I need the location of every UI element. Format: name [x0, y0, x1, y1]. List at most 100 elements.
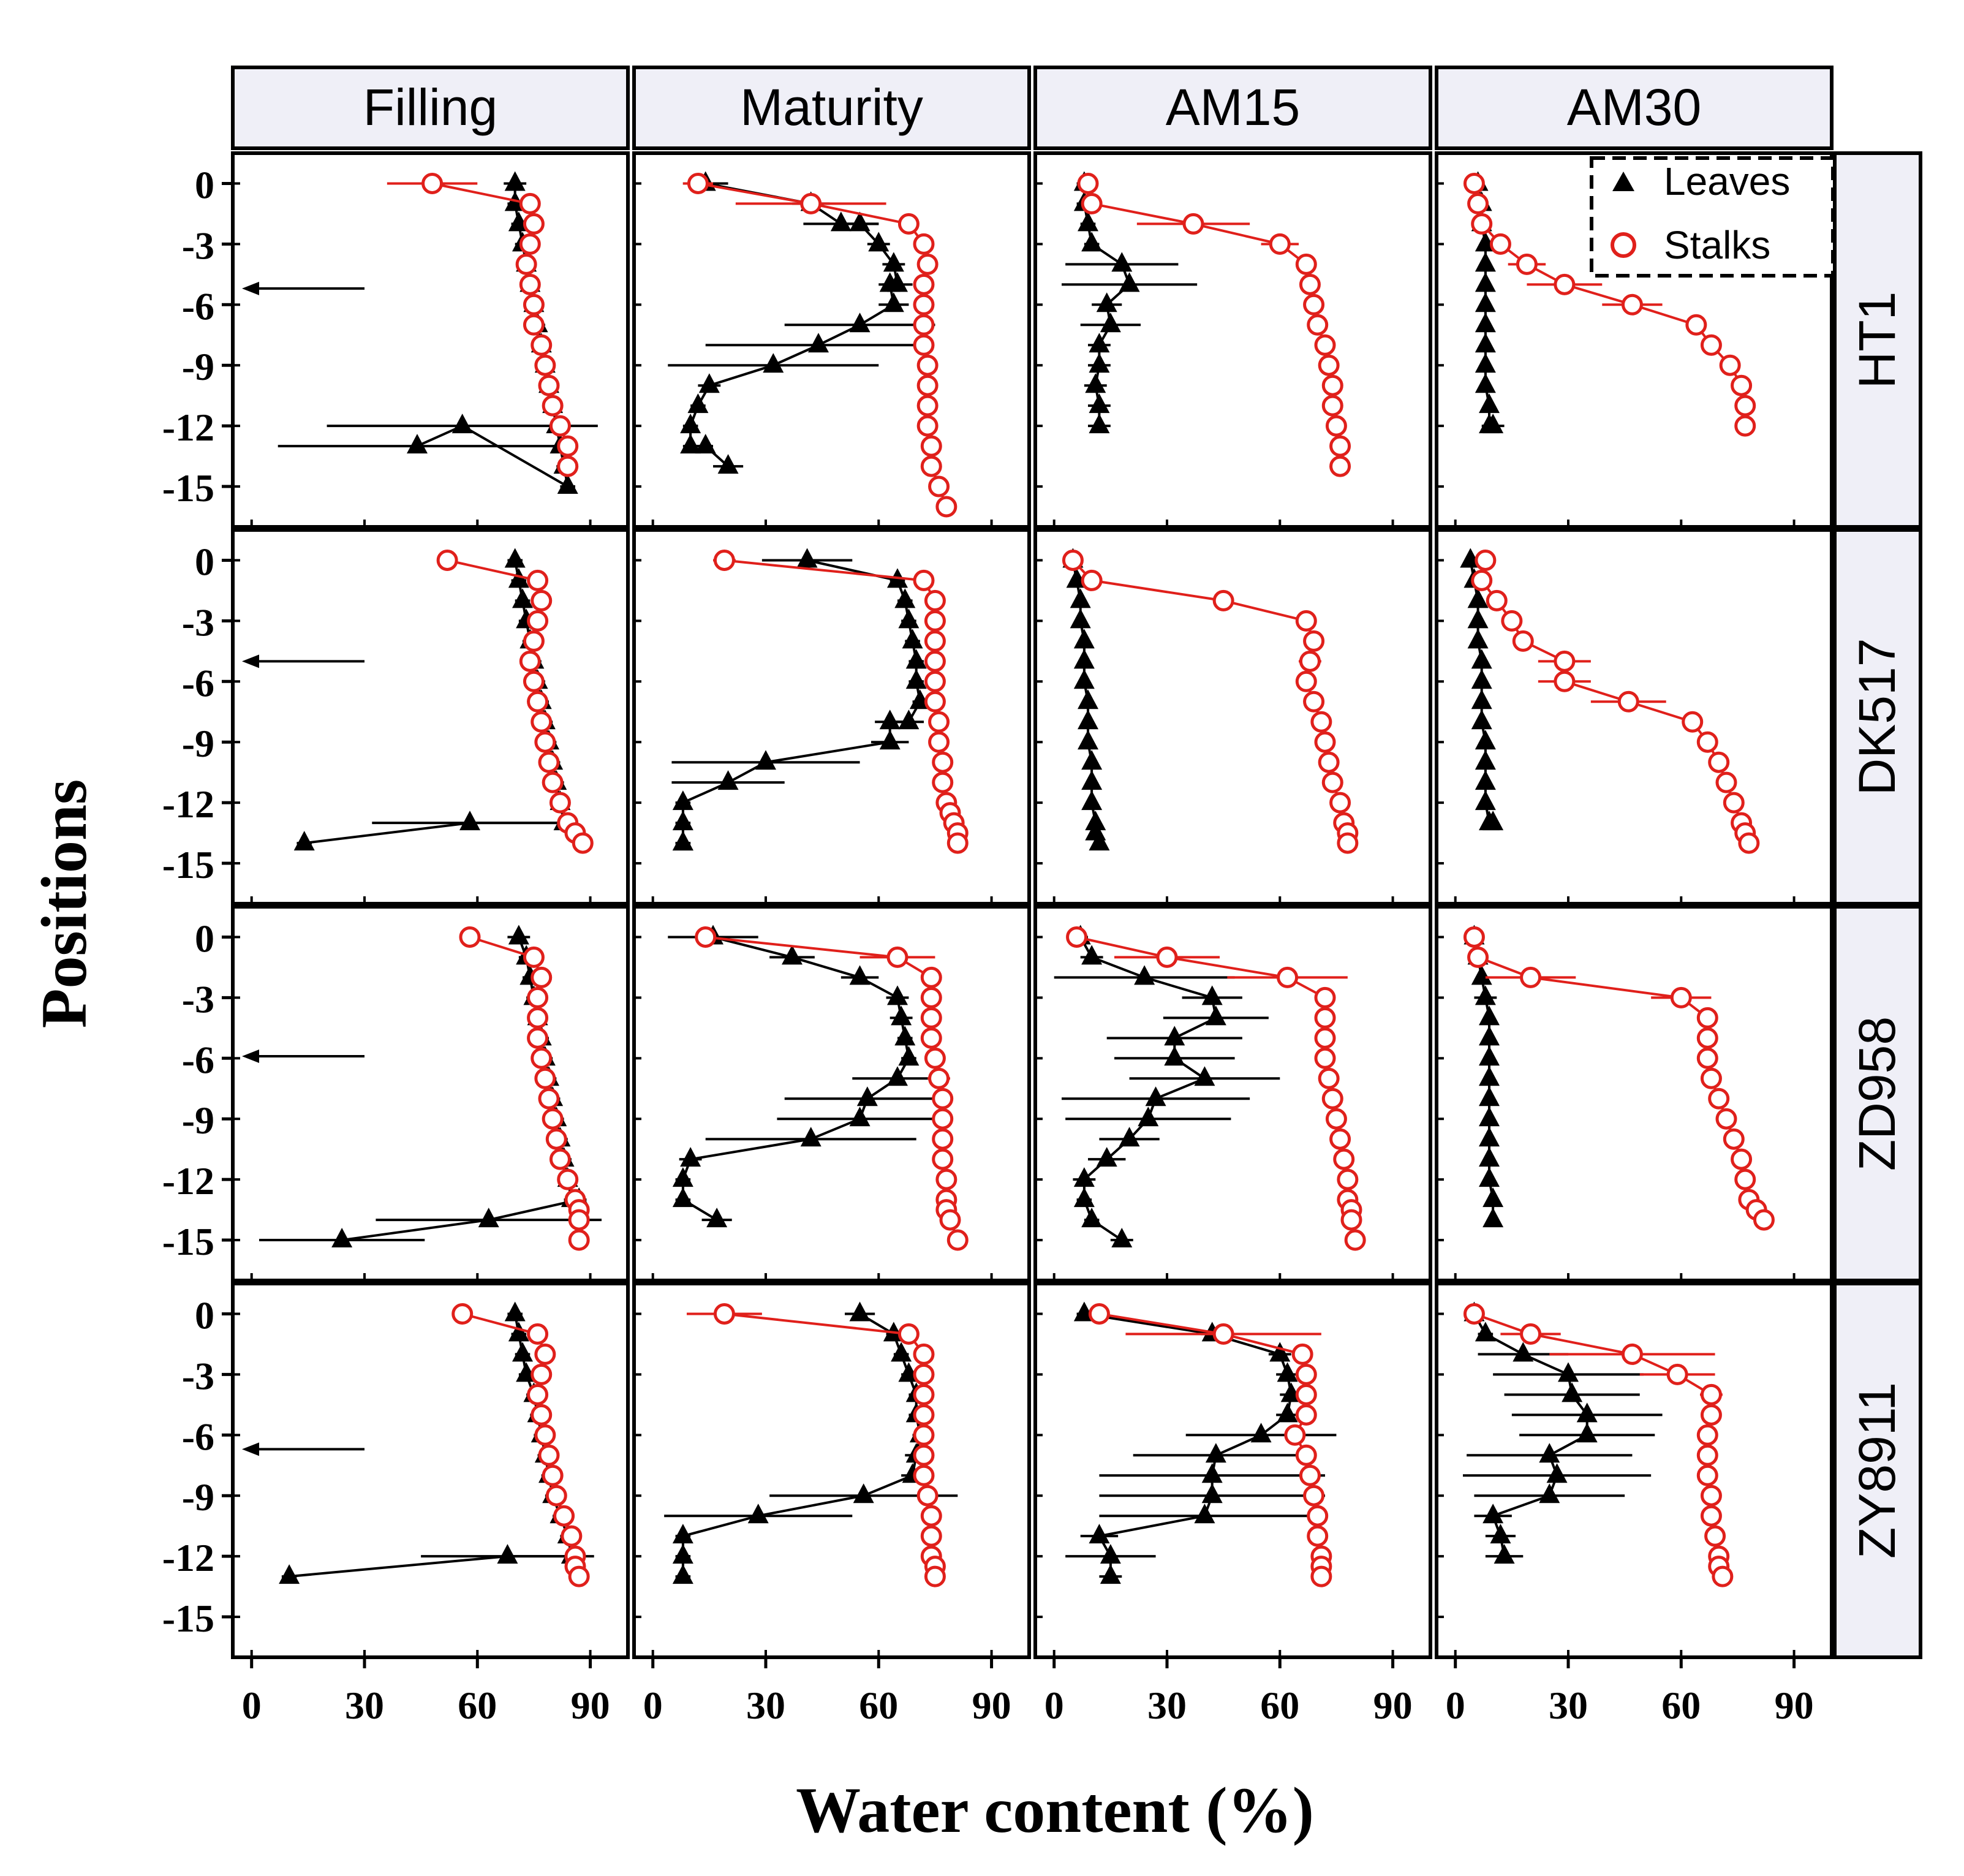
stalks-point	[1303, 1485, 1325, 1507]
leaves-point	[1475, 373, 1496, 393]
column-strip-am30	[1435, 66, 1834, 150]
leaves-point	[672, 1167, 693, 1187]
legend-frame	[1590, 156, 1835, 278]
leaves-point	[695, 434, 716, 454]
legend-stalks-label: Stalks	[1664, 223, 1770, 267]
leaves-point	[1085, 373, 1106, 393]
stalks-point	[924, 690, 946, 713]
row-strip-ht1	[1833, 151, 1922, 529]
leaves-point	[1471, 689, 1492, 709]
panel-frame	[1033, 1282, 1432, 1659]
leaves-point	[1475, 312, 1496, 333]
leaves-point	[1277, 1402, 1298, 1423]
leaves-point	[1078, 689, 1098, 709]
leaves-point	[1081, 945, 1103, 965]
leaves-point	[894, 588, 916, 608]
leaves-point	[1111, 252, 1133, 272]
stalks-point	[519, 233, 541, 255]
y-tick-label: -6	[182, 1038, 214, 1081]
stalks-point	[1310, 711, 1332, 733]
panel-frame	[632, 528, 1031, 906]
leaves-point	[1089, 831, 1110, 851]
row-label-zy8911: ZY8911	[1848, 1382, 1906, 1559]
stalks-point	[916, 354, 939, 376]
stalks-point	[1554, 273, 1576, 295]
stalks-point	[1314, 1047, 1336, 1069]
stalks-point	[527, 1027, 549, 1049]
leaves-point	[1479, 1127, 1500, 1147]
panel-zd958-maturity	[632, 905, 1031, 1282]
leaves-point	[672, 1187, 693, 1208]
stalks-point	[1303, 630, 1325, 652]
leaves-point	[672, 811, 693, 831]
stalks-point	[1325, 415, 1347, 437]
column-strip-am15	[1033, 66, 1432, 150]
leaves-point	[706, 1208, 728, 1228]
stalks-point	[913, 1363, 935, 1385]
stalks-point	[1723, 1128, 1745, 1150]
stalks-point	[538, 1087, 560, 1110]
stalks-point	[542, 1464, 564, 1486]
stalks-point	[1299, 273, 1321, 295]
leaves-point	[808, 333, 829, 353]
leaves-point	[868, 232, 889, 252]
y-tick-label: -9	[182, 1099, 214, 1142]
leaves-point	[1490, 1524, 1511, 1544]
leaves-point	[331, 1228, 353, 1248]
stalks-point	[531, 589, 553, 611]
leaves-point	[1194, 1066, 1215, 1086]
leaves-point	[672, 1524, 693, 1544]
stalks-point	[557, 1168, 579, 1190]
leaves-point	[1471, 965, 1492, 985]
stalks-point	[924, 1565, 946, 1587]
stalks-point	[924, 670, 946, 692]
leaves-point	[755, 750, 776, 770]
stalks-point	[1501, 610, 1523, 632]
stalks-point	[1621, 1343, 1643, 1365]
stalks-point	[1284, 1424, 1306, 1446]
stalks-point	[897, 1323, 920, 1345]
stalks-point	[1321, 395, 1343, 417]
stalks-point	[1310, 1565, 1332, 1587]
stalks-point	[1700, 1383, 1722, 1405]
stalks-point	[1700, 1505, 1722, 1527]
column-label-am30: AM30	[1567, 78, 1701, 136]
stalks-point	[1696, 1047, 1718, 1069]
stalks-point	[1321, 771, 1343, 793]
panel-dk517-am15	[1033, 528, 1432, 906]
stalks-point	[568, 1229, 590, 1251]
position-arrow-head	[242, 654, 259, 668]
x-tick-label: 90	[571, 1684, 610, 1727]
stalks-point	[1715, 1108, 1737, 1130]
stalks-point	[1321, 374, 1343, 396]
leaves-point	[1546, 1463, 1568, 1483]
column-label-maturity: Maturity	[740, 78, 923, 136]
stalks-point	[1295, 253, 1317, 275]
leaves-point	[1201, 985, 1223, 1005]
y-tick-label: -12	[162, 1159, 214, 1203]
stalks-point	[1617, 690, 1639, 713]
x-tick-label: 60	[1260, 1684, 1299, 1727]
leaves-point	[1471, 649, 1492, 669]
leaves-point	[1073, 1187, 1095, 1208]
leaves-point	[763, 353, 784, 373]
stalks-point	[928, 731, 950, 753]
stalks-point	[1081, 192, 1103, 214]
column-label-am15: AM15	[1166, 78, 1300, 136]
column-strip-maturity	[632, 66, 1031, 150]
stalks-point	[1318, 1067, 1340, 1089]
leaves-point	[891, 1005, 912, 1026]
leaves-point	[1111, 1228, 1133, 1248]
stalks-point	[913, 1343, 935, 1365]
leaves-point	[898, 709, 920, 730]
position-arrow-head	[242, 1442, 259, 1456]
stalks-point	[713, 1303, 735, 1325]
leaves-point	[1482, 1208, 1504, 1228]
legend-stalks-marker	[1611, 232, 1636, 258]
stalks-point	[928, 475, 950, 497]
leaves-point	[1479, 1046, 1500, 1066]
leaves-point	[883, 292, 904, 312]
stalks-point	[1303, 690, 1325, 713]
stalks-point	[920, 966, 942, 988]
stalks-point	[924, 589, 946, 611]
